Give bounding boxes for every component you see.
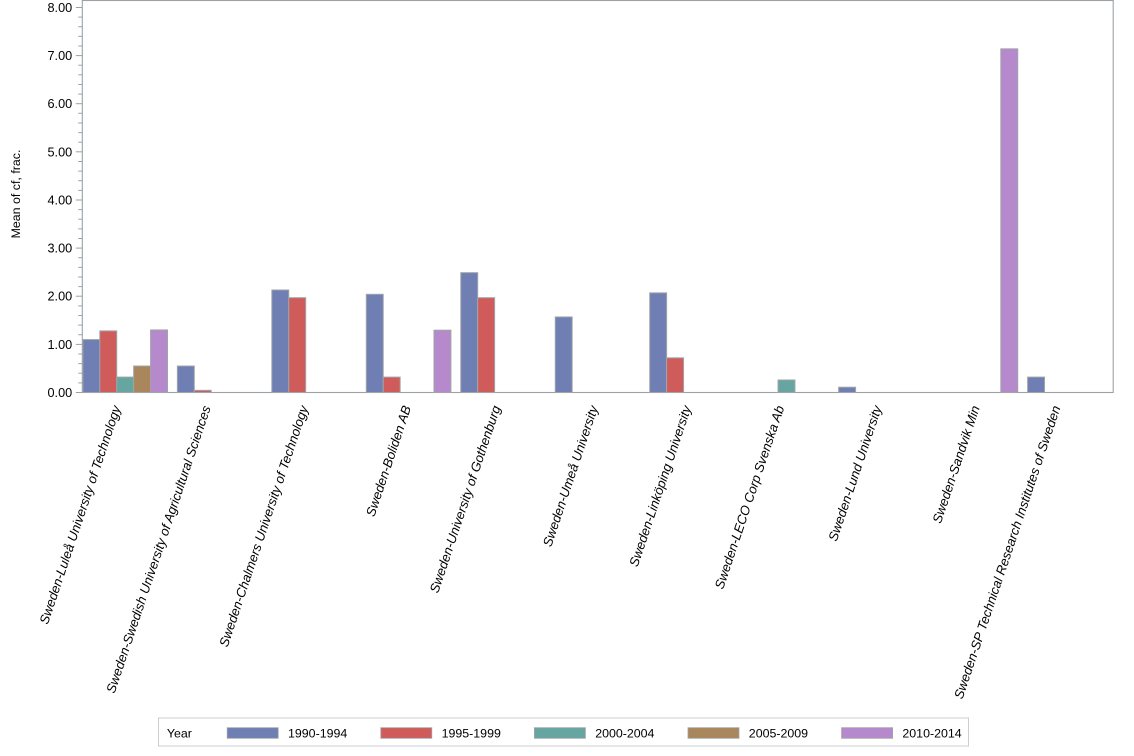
svg-text:2.00: 2.00	[47, 290, 72, 304]
svg-text:Sweden-Chalmers University of: Sweden-Chalmers University of Technology	[216, 402, 312, 648]
svg-text:2000-2004: 2000-2004	[595, 727, 654, 741]
svg-text:7.00: 7.00	[47, 49, 72, 63]
svg-text:Sweden-Sandvik Min: Sweden-Sandvik Min	[929, 404, 982, 525]
svg-text:Sweden-Linköping University: Sweden-Linköping University	[626, 402, 695, 568]
svg-text:1995-1999: 1995-1999	[442, 727, 501, 741]
svg-text:0.00: 0.00	[47, 386, 72, 400]
svg-text:Mean of cf, frac.: Mean of cf, frac.	[9, 150, 23, 239]
svg-text:2010-2014: 2010-2014	[902, 727, 961, 741]
svg-text:4.00: 4.00	[47, 194, 72, 208]
svg-text:Sweden-Swedish University of A: Sweden-Swedish University of Agricultura…	[103, 403, 214, 695]
svg-text:8.00: 8.00	[47, 1, 72, 15]
svg-text:Sweden-Umeå University: Sweden-Umeå University	[540, 402, 602, 548]
svg-text:Sweden-Lund University: Sweden-Lund University	[825, 402, 885, 543]
svg-text:Year: Year	[167, 727, 192, 741]
svg-text:2005-2009: 2005-2009	[749, 727, 808, 741]
svg-text:1990-1994: 1990-1994	[288, 727, 347, 741]
svg-text:Sweden-LECO Corp Svenska Ab: Sweden-LECO Corp Svenska Ab	[712, 404, 788, 591]
svg-text:6.00: 6.00	[47, 97, 72, 111]
svg-text:Sweden-Boliden AB: Sweden-Boliden AB	[363, 403, 414, 518]
svg-text:3.00: 3.00	[47, 242, 72, 256]
svg-text:5.00: 5.00	[47, 145, 72, 159]
svg-text:1.00: 1.00	[47, 338, 72, 352]
svg-text:Sweden-Luleå University of Tec: Sweden-Luleå University of Technology	[36, 402, 124, 626]
svg-text:Sweden-University of Gothenbur: Sweden-University of Gothenburg	[427, 403, 504, 595]
